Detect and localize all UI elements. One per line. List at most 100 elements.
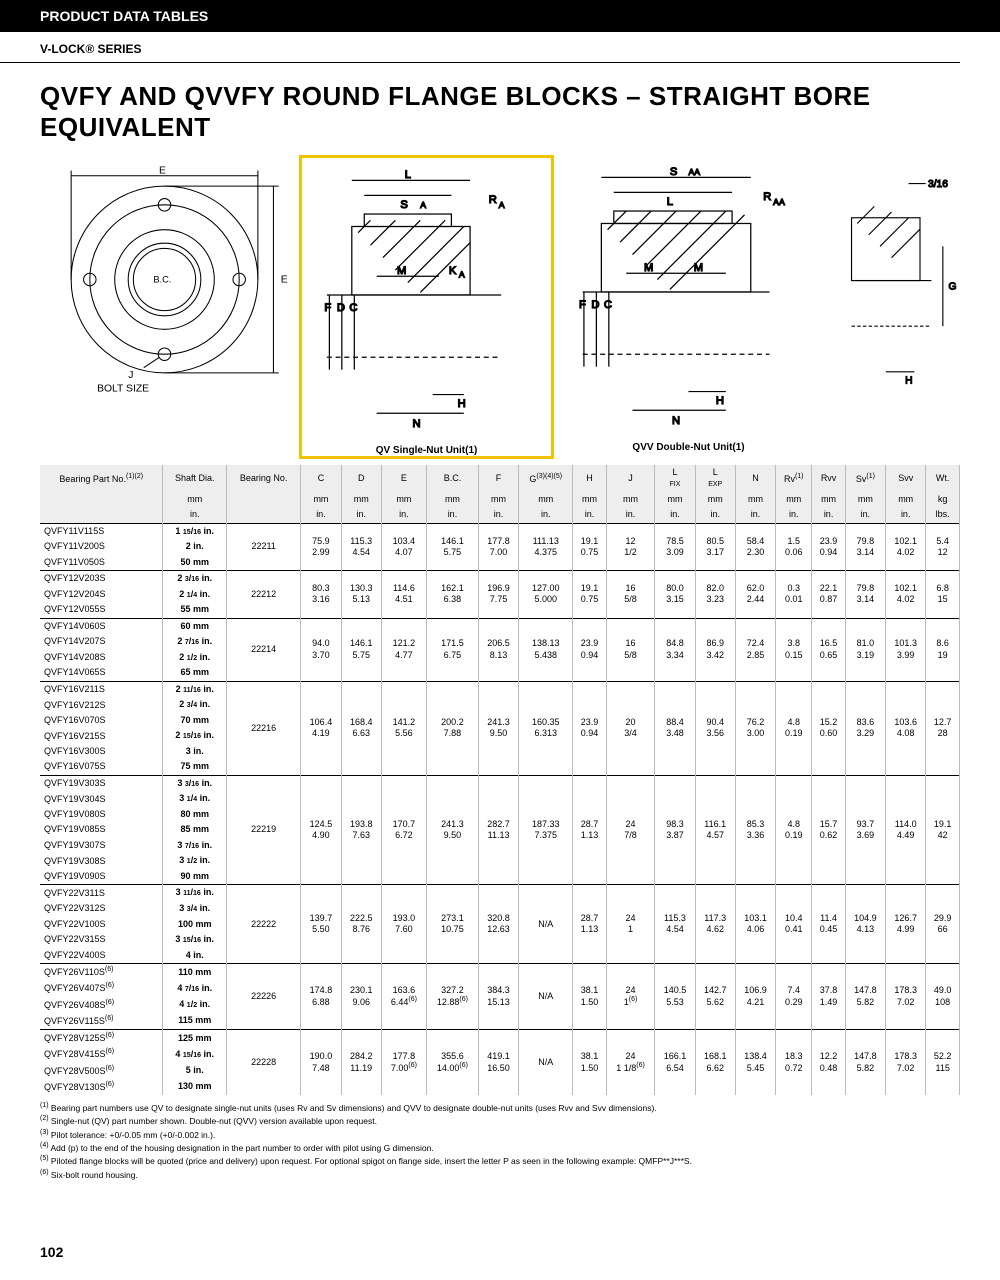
unit-cell: mm	[301, 492, 341, 507]
dim-cell: 78.53.09	[655, 523, 695, 570]
shaft-cell: 4 1/2 in.	[163, 997, 226, 1013]
dim-cell: 103.64.08	[886, 681, 926, 775]
unit-cell	[40, 507, 163, 523]
dim-cell: 12.20.48	[812, 1030, 845, 1096]
footnote-line: (6) Six-bolt round housing.	[40, 1168, 960, 1181]
diagram-double-nut: S AA L R AA F D C M M H	[564, 155, 813, 459]
dim-cell: 187.337.375	[519, 775, 573, 885]
part-cell: QVFY14V060S	[40, 618, 163, 634]
dim-cell: 52.2115	[926, 1030, 960, 1096]
svg-text:M: M	[397, 265, 406, 277]
shaft-cell: 3 3/16 in.	[163, 775, 226, 791]
table-row: QVFY16V211S2 11/16 in.22216106.44.19168.…	[40, 681, 960, 697]
unit-cell: lbs.	[926, 507, 960, 523]
svg-text:AA: AA	[773, 197, 785, 207]
unit-cell: mm	[519, 492, 573, 507]
dim-cell: 166.16.54	[655, 1030, 695, 1096]
dim-cell: 0.30.01	[776, 570, 812, 618]
unit-cell: mm	[735, 492, 775, 507]
shaft-cell: 2 11/16 in.	[163, 681, 226, 697]
shaft-cell: 3 7/16 in.	[163, 838, 226, 854]
unit-cell	[226, 492, 300, 507]
shaft-cell: 4 15/16 in.	[163, 1046, 226, 1062]
dim-cell: 79.83.14	[845, 570, 885, 618]
part-cell: QVFY28V130S(6)	[40, 1079, 163, 1095]
dim-cell: 10.40.41	[776, 885, 812, 964]
col-header: Wt.	[926, 465, 960, 492]
part-cell: QVFY26V408S(6)	[40, 997, 163, 1013]
dim-cell: 230.19.06	[341, 964, 381, 1030]
svg-text:E: E	[281, 275, 288, 286]
footnote-line: (5) Piloted flange blocks will be quoted…	[40, 1154, 960, 1167]
col-header: F	[478, 465, 518, 492]
dim-cell: 130.35.13	[341, 570, 381, 618]
dim-cell: 193.87.63	[341, 775, 381, 885]
dim-cell: 241	[606, 885, 655, 964]
dim-cell: 121.24.77	[381, 618, 426, 681]
dim-cell: 15.20.60	[812, 681, 845, 775]
shaft-cell: 2 3/16 in.	[163, 570, 226, 586]
dim-cell: 49.0108	[926, 964, 960, 1030]
dim-cell: 177.87.00(6)	[381, 1030, 426, 1096]
dim-cell: 19.142	[926, 775, 960, 885]
dim-cell: 29.966	[926, 885, 960, 964]
dim-cell: 88.43.48	[655, 681, 695, 775]
part-cell: QVFY16V300S	[40, 744, 163, 759]
unit-cell: mm	[812, 492, 845, 507]
dim-cell: 140.55.53	[655, 964, 695, 1030]
part-cell: QVFY26V110S(6)	[40, 964, 163, 981]
dim-cell: 139.75.50	[301, 885, 341, 964]
dim-cell: 75.92.99	[301, 523, 341, 570]
shaft-cell: 125 mm	[163, 1030, 226, 1047]
dim-cell: 106.44.19	[301, 681, 341, 775]
dim-cell: 206.58.13	[478, 618, 518, 681]
part-cell: QVFY11V115S	[40, 523, 163, 539]
dim-cell: 355.614.00(6)	[426, 1030, 478, 1096]
diagram-single-nut: L S A R A F D C M K A	[299, 155, 554, 459]
shaft-cell: 85 mm	[163, 822, 226, 837]
unit-cell: in.	[519, 507, 573, 523]
shaft-cell: 3 1/4 in.	[163, 791, 226, 807]
part-cell: QVFY28V125S(6)	[40, 1030, 163, 1047]
table-body: QVFY11V115S1 15/16 in.2221175.92.99115.3…	[40, 523, 960, 1095]
series-label: V-LOCK® SERIES	[0, 32, 960, 63]
shaft-cell: 5 in.	[163, 1063, 226, 1079]
col-header: Shaft Dia.	[163, 465, 226, 492]
shaft-cell: 70 mm	[163, 713, 226, 728]
unit-cell: in.	[886, 507, 926, 523]
svg-text:AA: AA	[689, 167, 701, 177]
bearing-cell: 22219	[226, 775, 300, 885]
dim-cell: 121/2	[606, 523, 655, 570]
dim-cell: 103.14.06	[735, 885, 775, 964]
shaft-cell: 4 in.	[163, 948, 226, 964]
dim-cell: 101.33.99	[886, 618, 926, 681]
dim-cell: 146.15.75	[426, 523, 478, 570]
unit-cell: mm	[341, 492, 381, 507]
table-row: QVFY19V303S3 3/16 in.22219124.54.90193.8…	[40, 775, 960, 791]
shaft-cell: 3 15/16 in.	[163, 932, 226, 948]
col-header: E	[381, 465, 426, 492]
dim-cell: 104.94.13	[845, 885, 885, 964]
single-nut-caption: QV Single-Nut Unit(1)	[302, 445, 551, 456]
dim-cell: 5.412	[926, 523, 960, 570]
unit-cell	[226, 507, 300, 523]
dim-cell: 79.83.14	[845, 523, 885, 570]
svg-text:G: G	[949, 282, 957, 293]
bearing-cell: 22228	[226, 1030, 300, 1096]
data-table: Bearing Part No.(1)(2)Shaft Dia.Bearing …	[40, 465, 960, 1095]
shaft-cell: 2 1/2 in.	[163, 650, 226, 666]
svg-text:C: C	[604, 299, 612, 311]
table-row: QVFY12V203S2 3/16 in.2221280.33.16130.35…	[40, 570, 960, 586]
shaft-cell: 3 1/2 in.	[163, 853, 226, 869]
dim-cell: 241 1/8(6)	[606, 1030, 655, 1096]
bearing-cell: 22211	[226, 523, 300, 570]
part-cell: QVFY19V307S	[40, 838, 163, 854]
bearing-cell: 22212	[226, 570, 300, 618]
dim-cell: 178.37.02	[886, 1030, 926, 1096]
shaft-cell: 3 11/16 in.	[163, 885, 226, 901]
svg-text:H: H	[716, 395, 724, 407]
svg-text:H: H	[905, 375, 912, 386]
shaft-cell: 50 mm	[163, 555, 226, 571]
dim-cell: 419.116.50	[478, 1030, 518, 1096]
dim-cell: 241(6)	[606, 964, 655, 1030]
